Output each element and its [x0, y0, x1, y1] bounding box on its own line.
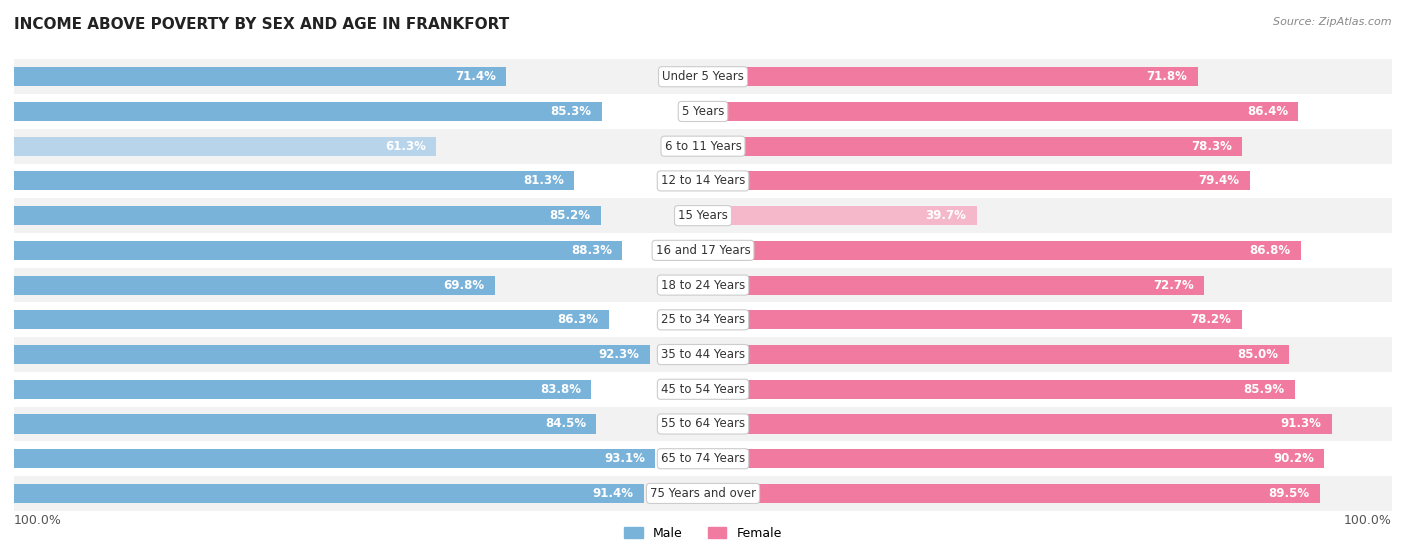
Text: 85.9%: 85.9%	[1243, 383, 1285, 396]
Bar	[14, 268, 1392, 302]
Bar	[14, 310, 609, 329]
Text: 39.7%: 39.7%	[925, 209, 966, 222]
Bar	[14, 94, 1392, 129]
Bar	[14, 241, 623, 260]
Text: 12 to 14 Years: 12 to 14 Years	[661, 174, 745, 187]
Text: 71.8%: 71.8%	[1146, 70, 1187, 83]
Text: 72.7%: 72.7%	[1153, 278, 1194, 292]
Text: 25 to 34 Years: 25 to 34 Years	[661, 313, 745, 326]
Text: 88.3%: 88.3%	[571, 244, 612, 257]
Text: 85.3%: 85.3%	[550, 105, 592, 118]
Bar	[703, 172, 1250, 191]
Bar	[14, 406, 1392, 442]
Bar	[14, 206, 600, 225]
Bar	[14, 129, 1392, 164]
Text: 18 to 24 Years: 18 to 24 Years	[661, 278, 745, 292]
Text: 35 to 44 Years: 35 to 44 Years	[661, 348, 745, 361]
Bar	[14, 59, 1392, 94]
Text: 6 to 11 Years: 6 to 11 Years	[665, 140, 741, 153]
Bar	[703, 102, 1298, 121]
Bar	[14, 414, 596, 434]
Text: Under 5 Years: Under 5 Years	[662, 70, 744, 83]
Text: 78.2%: 78.2%	[1191, 313, 1232, 326]
Bar	[14, 276, 495, 295]
Bar	[14, 449, 655, 468]
Text: 100.0%: 100.0%	[14, 514, 62, 527]
Bar	[14, 484, 644, 503]
Bar	[14, 302, 1392, 337]
Bar	[703, 241, 1301, 260]
Bar	[14, 198, 1392, 233]
Text: 78.3%: 78.3%	[1191, 140, 1232, 153]
Bar	[703, 345, 1289, 364]
Bar	[14, 136, 436, 156]
Bar	[703, 136, 1243, 156]
Text: 61.3%: 61.3%	[385, 140, 426, 153]
Bar	[14, 372, 1392, 406]
Text: 79.4%: 79.4%	[1199, 174, 1240, 187]
Text: 71.4%: 71.4%	[454, 70, 496, 83]
Text: 45 to 54 Years: 45 to 54 Years	[661, 383, 745, 396]
Bar	[14, 380, 592, 399]
Text: 93.1%: 93.1%	[605, 452, 645, 465]
Text: 85.0%: 85.0%	[1237, 348, 1278, 361]
Text: 92.3%: 92.3%	[599, 348, 640, 361]
Bar	[703, 206, 977, 225]
Text: 75 Years and over: 75 Years and over	[650, 487, 756, 500]
Bar	[14, 476, 1392, 511]
Bar	[703, 67, 1198, 86]
Text: 83.8%: 83.8%	[540, 383, 581, 396]
Bar	[14, 442, 1392, 476]
Bar	[14, 337, 1392, 372]
Text: Source: ZipAtlas.com: Source: ZipAtlas.com	[1274, 17, 1392, 27]
Bar	[703, 484, 1320, 503]
Text: INCOME ABOVE POVERTY BY SEX AND AGE IN FRANKFORT: INCOME ABOVE POVERTY BY SEX AND AGE IN F…	[14, 17, 509, 32]
Text: 91.4%: 91.4%	[592, 487, 634, 500]
Bar	[14, 172, 574, 191]
Text: 5 Years: 5 Years	[682, 105, 724, 118]
Text: 16 and 17 Years: 16 and 17 Years	[655, 244, 751, 257]
Bar	[14, 345, 650, 364]
Legend: Male, Female: Male, Female	[619, 522, 787, 544]
Bar	[703, 276, 1204, 295]
Text: 89.5%: 89.5%	[1268, 487, 1309, 500]
Text: 55 to 64 Years: 55 to 64 Years	[661, 418, 745, 430]
Text: 85.2%: 85.2%	[550, 209, 591, 222]
Text: 86.3%: 86.3%	[557, 313, 599, 326]
Text: 90.2%: 90.2%	[1274, 452, 1315, 465]
Text: 91.3%: 91.3%	[1281, 418, 1322, 430]
Text: 81.3%: 81.3%	[523, 174, 564, 187]
Bar	[14, 233, 1392, 268]
Bar	[703, 380, 1295, 399]
Text: 86.4%: 86.4%	[1247, 105, 1288, 118]
Text: 65 to 74 Years: 65 to 74 Years	[661, 452, 745, 465]
Text: 69.8%: 69.8%	[443, 278, 485, 292]
Bar	[703, 449, 1324, 468]
Text: 86.8%: 86.8%	[1250, 244, 1291, 257]
Bar	[14, 102, 602, 121]
Text: 84.5%: 84.5%	[544, 418, 586, 430]
Text: 15 Years: 15 Years	[678, 209, 728, 222]
Text: 100.0%: 100.0%	[1344, 514, 1392, 527]
Bar	[703, 414, 1331, 434]
Bar	[14, 67, 506, 86]
Bar	[703, 310, 1241, 329]
Bar	[14, 164, 1392, 198]
